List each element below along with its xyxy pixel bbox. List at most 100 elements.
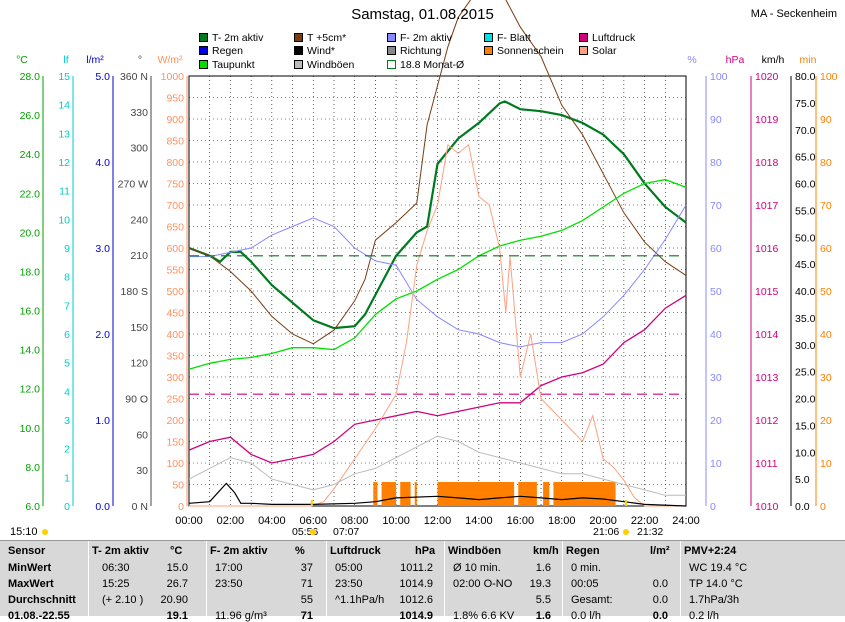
stats-value: 71	[300, 578, 313, 590]
axis-tick-label: 28.0	[20, 71, 41, 83]
axis-tick-label: 1015	[755, 286, 779, 298]
axis-tick-label: 750	[166, 179, 184, 191]
sunshine-bar	[437, 482, 515, 506]
axis-tick-label: 1018	[755, 157, 779, 169]
stats-cell: (+ 2.10 )	[102, 594, 144, 606]
stats-header: Windböen	[448, 545, 502, 557]
axis-tick-label: 1000	[161, 71, 185, 83]
axis-tick-label: 1011	[755, 458, 778, 470]
stats-row-label: MaxWert	[8, 578, 54, 590]
stats-value: 1012.6	[399, 594, 433, 606]
series-line	[189, 204, 687, 348]
axis-tick-label: 0 N	[132, 501, 148, 513]
column-separator	[444, 541, 445, 616]
sunshine-bar	[375, 482, 378, 506]
axis-unit-label: l/m²	[86, 54, 104, 66]
x-tick-label: 00:00	[175, 515, 203, 527]
axis-tick-label: 30.0	[795, 340, 816, 352]
axis-tick-label: 5.0	[795, 474, 810, 486]
axis-tick-label: 1012	[755, 415, 779, 427]
axis-tick-label: 1010	[755, 501, 779, 513]
axis-unit-label: hPa	[726, 54, 745, 66]
legend-label: Taupunkt	[212, 59, 255, 71]
axis-tick-label: 0	[820, 501, 826, 513]
axis-tick-label: 2	[64, 444, 70, 456]
axis-tick-label: 20.0	[20, 227, 41, 239]
axis-tick-label: 1	[64, 472, 70, 484]
stats-cell: WC 19.4 °C	[689, 562, 748, 574]
axis-tick-label: 12.0	[20, 384, 41, 396]
series-line	[188, 178, 687, 370]
axis-tick-label: 0.0	[795, 501, 810, 513]
axis-tick-label: 7	[64, 300, 70, 312]
axis-tick-label: 50	[820, 286, 832, 298]
axis-tick-label: 200	[166, 415, 184, 427]
axis-tick-label: 4.0	[95, 157, 110, 169]
x-tick-label: 12:00	[424, 515, 452, 527]
axis-tick-label: 180 S	[121, 286, 148, 298]
axis-tick-label: 850	[166, 136, 184, 148]
axis-tick-label: 40	[710, 329, 722, 341]
x-tick-label: 24:00	[672, 515, 700, 527]
x-tick-label: 22:00	[631, 515, 659, 527]
stats-cell: 1.7hPa/3h	[689, 594, 740, 606]
legend-item: T- 2m aktiv	[199, 32, 263, 44]
legend-label: F- 2m aktiv	[400, 32, 452, 44]
stats-value: 1014.9	[399, 610, 433, 622]
axis-tick-label: 300	[130, 143, 148, 155]
axis-tick-label: 25.0	[795, 367, 816, 379]
legend-swatch	[579, 33, 588, 42]
axis-unit-label: km/h	[762, 54, 785, 66]
legend-swatch	[484, 33, 493, 42]
stats-row-label: MinWert	[8, 562, 52, 574]
axis-tick-label: 10	[710, 458, 722, 470]
axis-unit-label: W/m²	[157, 54, 183, 66]
axis-tick-label: 0	[178, 501, 184, 513]
legend-item: Richtung	[387, 45, 441, 57]
axis-tick-label: 80.0	[795, 71, 816, 83]
sunshine-bar	[553, 482, 616, 506]
axis-tick-label: 6	[64, 329, 70, 341]
legend-label: Windböen	[307, 59, 355, 71]
stats-header: Regen	[566, 545, 600, 557]
axis-tick-label: 4	[64, 386, 70, 398]
stats-value: 1014.9	[399, 578, 433, 590]
legend-label: Solar	[592, 45, 617, 57]
axis-tick-label: 18.0	[20, 266, 41, 278]
stats-cell: 23:50	[335, 578, 363, 590]
axis-unit-label: °	[138, 54, 142, 66]
x-tick-label: 02:00	[217, 515, 245, 527]
axis-tick-label: 75.0	[795, 98, 816, 110]
axis-tick-label: 70	[820, 200, 832, 212]
axis-tick-label: 120	[130, 358, 148, 370]
axis-tick-label: 20.0	[795, 394, 816, 406]
series-line	[188, 0, 687, 345]
stats-cell: 0.0 l/h	[571, 610, 601, 622]
legend-item: Taupunkt	[199, 59, 255, 71]
stats-unit: l/m²	[650, 545, 670, 557]
axis-tick-label: 600	[166, 243, 184, 255]
axis-tick-label: 1014	[755, 329, 779, 341]
axis-tick-label: 40.0	[795, 286, 816, 298]
legend-label: Luftdruck	[592, 32, 636, 44]
stats-value: 0.0	[652, 594, 668, 606]
axis-tick-label: 60	[710, 243, 722, 255]
stats-value: 71	[300, 610, 313, 622]
stats-unit: hPa	[415, 545, 436, 557]
series-line	[189, 143, 686, 507]
axis-tick-label: 24.0	[20, 149, 41, 161]
axis-tick-label: 300	[166, 372, 184, 384]
axis-tick-label: 6.0	[25, 501, 40, 513]
axis-tick-label: 360 N	[120, 71, 148, 83]
station-name: MA - Seckenheim	[750, 8, 837, 20]
stats-value: 19.3	[529, 578, 551, 590]
stats-cell: 23:50	[215, 578, 243, 590]
axis-tick-label: 10.0	[795, 447, 816, 459]
stats-cell: Ø 10 min.	[453, 562, 501, 574]
legend-swatch	[199, 46, 208, 55]
stats-value: 1.6	[535, 562, 551, 574]
legend-swatch	[294, 33, 303, 42]
axis-tick-label: 60	[136, 429, 148, 441]
axis-tick-label: 45.0	[795, 259, 816, 271]
axis-tick-label: 500	[166, 286, 184, 298]
